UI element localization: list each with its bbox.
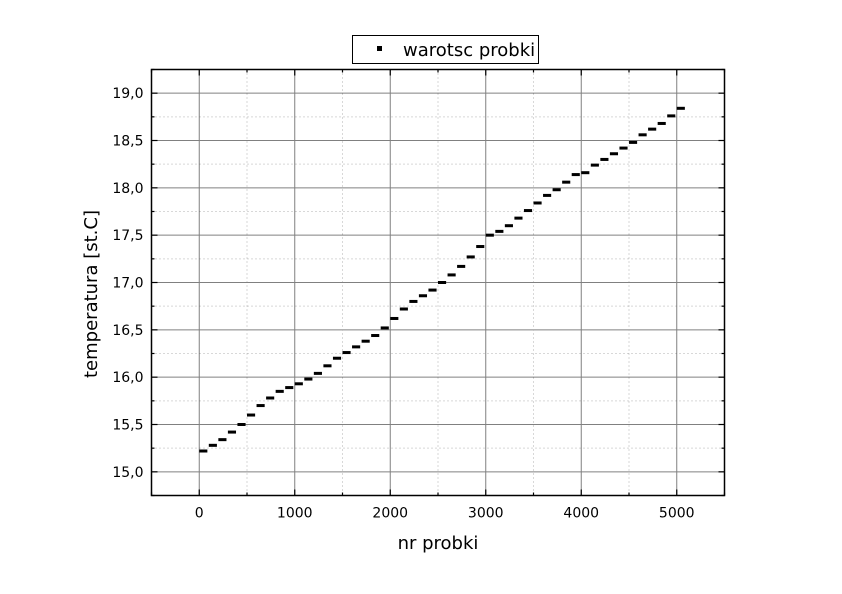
- x-tick-label: 4000: [563, 506, 599, 522]
- data-point: [342, 351, 351, 355]
- legend-label: warotsc probki: [403, 40, 535, 61]
- y-tick-label: 18,5: [112, 134, 143, 150]
- data-point: [629, 140, 638, 144]
- legend-marker-square: [377, 46, 382, 51]
- y-tick-label: 15,5: [112, 418, 143, 434]
- data-point: [485, 233, 494, 237]
- y-tick-label: 16,0: [112, 370, 143, 386]
- data-point: [667, 114, 676, 118]
- y-tick-label: 16,5: [112, 323, 143, 339]
- data-point: [657, 121, 666, 125]
- data-point: [552, 188, 561, 192]
- data-point: [227, 430, 237, 434]
- x-axis-tick-labels: 0 1000 2000 3000 4000 5000: [195, 506, 695, 522]
- data-point: [581, 171, 590, 175]
- x-tick-label: 1000: [277, 506, 313, 522]
- y-tick-label: 17,5: [112, 228, 143, 244]
- data-point: [571, 173, 580, 177]
- data-point: [676, 106, 685, 110]
- data-point: [457, 264, 466, 268]
- data-point: [418, 294, 428, 298]
- data-point: [256, 404, 265, 408]
- data-point: [304, 377, 313, 381]
- data-point: [390, 316, 399, 320]
- legend: warotsc probki: [352, 35, 539, 64]
- y-tick-label: 15,0: [112, 465, 143, 481]
- data-point: [275, 389, 284, 393]
- data-point: [609, 152, 619, 156]
- data-point: [199, 449, 208, 453]
- data-point: [638, 133, 647, 137]
- x-axis-title: nr probki: [398, 533, 479, 554]
- data-point: [533, 201, 542, 205]
- data-point: [543, 193, 552, 197]
- data-point: [371, 334, 380, 338]
- data-point: [208, 443, 217, 447]
- y-axis-title: temperatura [st.C]: [81, 210, 102, 378]
- axis-ticks: [150, 68, 726, 497]
- data-point: [438, 281, 447, 284]
- data-point: [619, 146, 628, 150]
- data-point: [313, 371, 322, 375]
- data-point: [504, 224, 513, 228]
- data-point: [514, 216, 523, 220]
- data-point: [523, 209, 533, 213]
- data-point: [562, 180, 571, 184]
- data-point: [361, 339, 370, 343]
- x-tick-label: 2000: [372, 506, 408, 522]
- legend-box: [352, 35, 539, 64]
- data-point: [447, 273, 456, 277]
- x-tick-label: 0: [195, 506, 204, 522]
- x-tick-label: 3000: [468, 506, 504, 522]
- data-point: [218, 438, 227, 442]
- data-point: [285, 386, 294, 390]
- data-point: [247, 413, 256, 417]
- data-point: [399, 307, 408, 311]
- y-tick-label: 18,0: [112, 181, 143, 197]
- data-points: [199, 106, 685, 453]
- y-tick-label: 19,0: [112, 86, 143, 102]
- data-point: [266, 396, 275, 400]
- data-point: [495, 229, 504, 233]
- data-point: [476, 245, 485, 249]
- data-point: [466, 255, 475, 259]
- data-point: [409, 299, 418, 303]
- y-axis-tick-labels: 15,0 15,5 16,0 16,5 17,0 17,5 18,0 18,5 19,0: [112, 86, 143, 481]
- data-point: [294, 382, 303, 386]
- data-point: [332, 356, 342, 360]
- y-tick-label: 17,0: [112, 276, 143, 292]
- data-point: [648, 127, 657, 131]
- grid: [151, 69, 725, 496]
- data-point: [323, 364, 332, 368]
- x-tick-label: 5000: [659, 506, 695, 522]
- data-point: [600, 157, 609, 161]
- data-point: [237, 423, 246, 426]
- data-point: [380, 326, 389, 330]
- data-point: [428, 288, 437, 292]
- data-point: [590, 163, 599, 167]
- data-point: [352, 345, 361, 349]
